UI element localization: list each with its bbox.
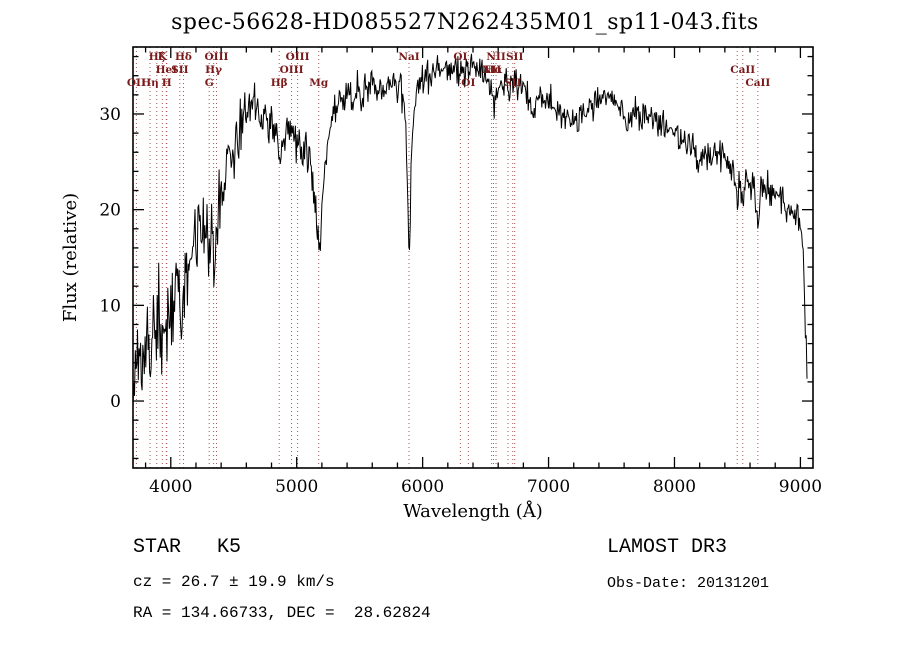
spectral-line-label: OI <box>461 77 475 89</box>
y-axis-label: Flux (relative) <box>60 193 81 322</box>
survey-label: LAMOST DR3 <box>607 536 728 559</box>
spectral-line-label: OIII <box>205 51 229 63</box>
tick-labels: 4000 5000 6000 7000 8000 9000 0 10 20 30 <box>99 105 822 497</box>
spectral-line-label: Hα <box>485 64 503 76</box>
spectral-line-label: SII <box>504 77 521 89</box>
spectral-line-label: OIII <box>280 64 304 76</box>
y-tick-label: 30 <box>99 105 121 125</box>
spectral-line-label: Hγ <box>205 64 222 76</box>
coords-label: RA = 134.66733, DEC = 28.62824 <box>133 604 431 622</box>
plot-axes <box>132 46 814 469</box>
spectral-line-label: OIII <box>286 51 310 63</box>
spectral-line-label: H <box>162 77 172 89</box>
spectral-line-label: OII <box>127 77 146 89</box>
flux-polyline <box>132 53 808 406</box>
spectrum-curve <box>132 53 808 406</box>
spectral-line-label: OI <box>453 51 467 63</box>
spectral-line-label: NII <box>482 64 502 76</box>
x-axis-label: Wavelength (Å) <box>403 500 543 522</box>
spectral-line-label: SII <box>506 51 523 63</box>
spectral-line-label: HeI <box>156 64 178 76</box>
x-tick-label: 4000 <box>149 477 192 497</box>
plot-frame <box>132 46 814 469</box>
spectral-line-label: Hβ <box>271 77 288 89</box>
spectral-line-label: G <box>205 77 214 89</box>
spectrum-plot: 4000 5000 6000 7000 8000 9000 0 10 20 30 Wavelengt… <box>60 46 822 522</box>
spectral-line-markers <box>135 47 759 468</box>
x-tick-label: 8000 <box>653 477 696 497</box>
spectral-line-label: Hζ <box>149 51 165 63</box>
spectral-line-label: SII <box>171 64 188 76</box>
spectral-line-label: CaII <box>730 64 755 76</box>
classification-label: STAR K5 <box>133 536 242 559</box>
cz-label: cz = 26.7 ± 19.9 km/s <box>133 573 335 591</box>
x-tick-label: 6000 <box>401 477 444 497</box>
x-tick-label: 9000 <box>779 477 822 497</box>
y-tick-label: 10 <box>99 296 121 316</box>
y-tick-label: 0 <box>110 392 121 412</box>
spectral-line-label: Mg <box>309 77 329 89</box>
spectral-line-label: NII <box>486 51 506 63</box>
spectral-line-label: NaI <box>398 51 419 63</box>
plot-title: spec-56628-HD085527N262435M01_sp11-043.f… <box>171 10 759 35</box>
spectral-line-label: Hδ <box>175 51 192 63</box>
x-tick-label: 5000 <box>275 477 318 497</box>
spectral-line-label: CaII <box>745 77 770 89</box>
x-tick-label: 7000 <box>527 477 570 497</box>
y-tick-label: 20 <box>99 201 121 221</box>
spectral-line-label: K <box>158 51 168 63</box>
spectral-line-label: Hη <box>141 77 159 89</box>
obs-date-label: Obs-Date: 20131201 <box>607 575 770 592</box>
